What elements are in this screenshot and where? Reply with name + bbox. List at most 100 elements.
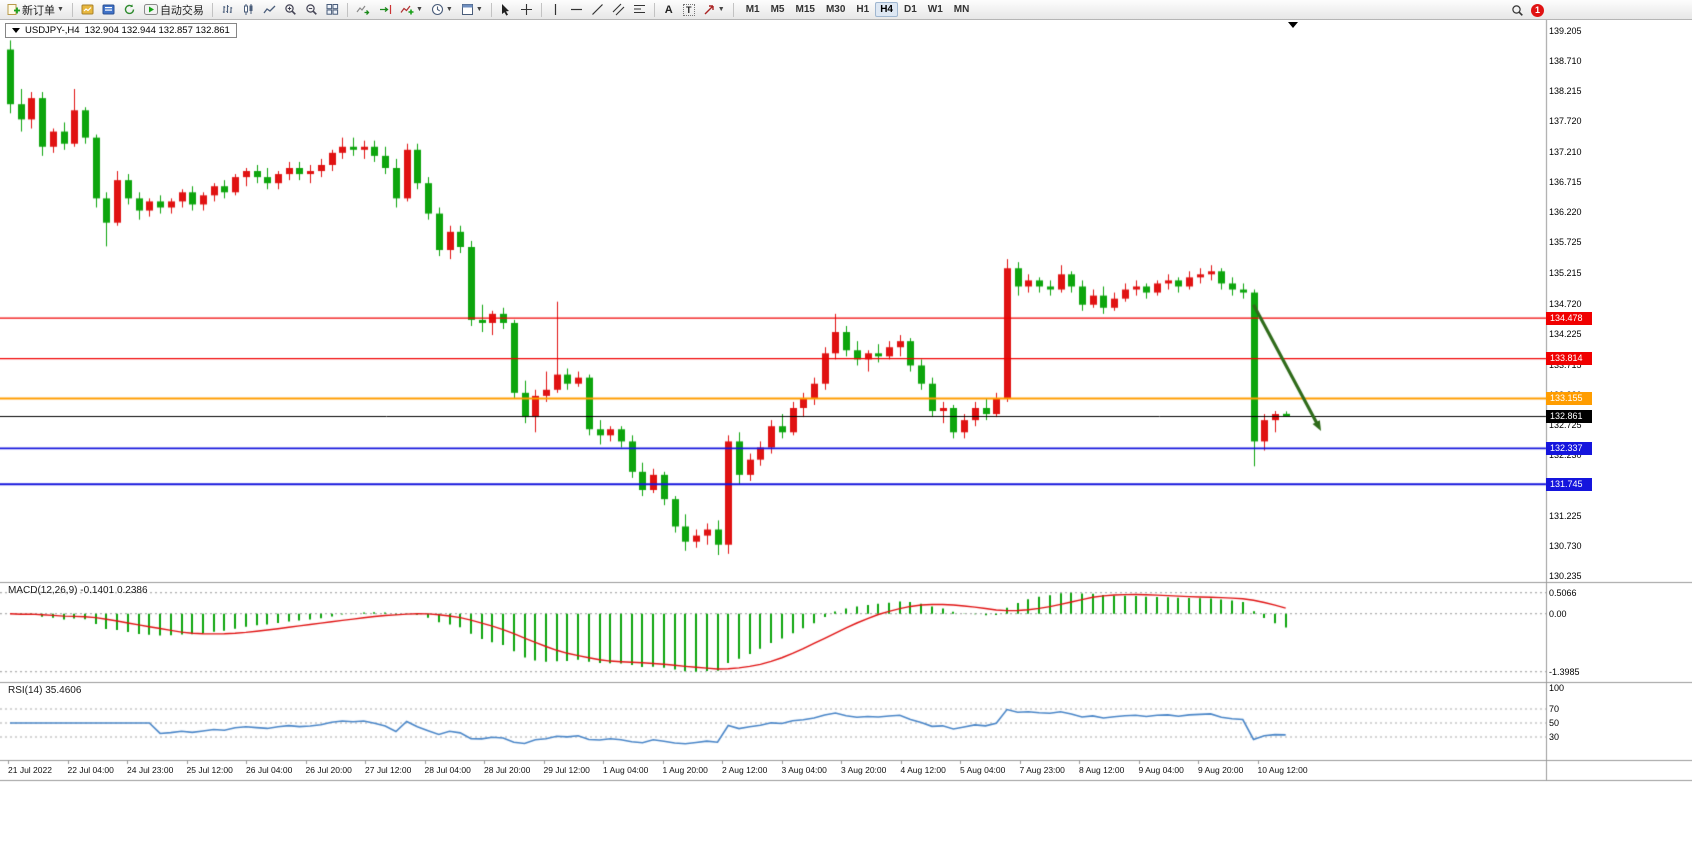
time-axis-label: 2 Aug 12:00 [722,765,768,775]
timeframe-button-h4[interactable]: H4 [875,2,898,17]
chart-title-box[interactable]: USDJPY-,H4 132.904 132.944 132.857 132.8… [5,23,237,38]
price-axis-label: 135.215 [1549,268,1582,279]
time-axis-label: 4 Aug 12:00 [900,765,946,775]
horizontal-line-button[interactable] [567,1,586,19]
price-axis-label: 132.725 [1549,419,1582,430]
search-icon [1511,4,1524,17]
arrows-button[interactable]: ▼ [700,1,728,19]
timeframe-button-m5[interactable]: M5 [770,4,785,15]
time-axis-label: 1 Aug 04:00 [603,765,649,775]
price-line-label: 132.337 [1546,441,1592,455]
auto-trading-button[interactable]: 自动交易 [141,1,207,19]
rsi-axis-label: 70 [1549,704,1560,714]
search-button[interactable] [1508,1,1527,19]
zoom-out-button[interactable] [302,1,321,19]
line-chart-icon [263,3,276,16]
time-axis-label: 26 Jul 04:00 [246,765,293,775]
time-axis-label: 22 Jul 04:00 [67,765,114,775]
macd-indicator-label: MACD(12,26,9) -0.1401 0.2386 [8,585,148,596]
rsi-axis-label: 50 [1549,718,1560,728]
notification-badge[interactable]: 1 [1531,3,1544,17]
trendline-icon [591,3,604,16]
new-chart-button[interactable] [78,1,97,19]
toolbar-separator [211,2,213,17]
caret-down-icon: ▼ [445,6,453,13]
candlestick-chart-button[interactable] [239,1,258,19]
caret-down-icon: ▼ [57,6,64,13]
price-axis-label: 138.215 [1549,86,1582,97]
chart-shift-icon [378,3,392,16]
tile-windows-button[interactable] [323,1,342,19]
auto-scroll-button[interactable] [353,1,373,19]
price-axis-label: 136.220 [1549,207,1582,218]
timeframe-button-m15[interactable]: M15 [795,4,815,15]
price-axis-label: 134.225 [1549,328,1582,339]
price-axis-label: 135.725 [1549,237,1582,248]
bar-chart-icon [221,3,234,16]
channel-button[interactable] [609,1,628,19]
price-axis-label: 130.730 [1549,540,1582,551]
cursor-button[interactable] [497,1,515,19]
fibonacci-icon [633,3,646,16]
refresh-button[interactable] [120,1,139,19]
rsi-indicator-label: RSI(14) 35.4606 [8,685,81,696]
vertical-line-button[interactable] [547,1,565,19]
indicators-button[interactable]: ▼ [397,1,426,19]
price-axis-label: 137.210 [1549,147,1582,158]
timeframe-button-d1[interactable]: D1 [904,4,917,15]
fibonacci-button[interactable] [630,1,649,19]
toolbar-right-group: 1 [1508,0,1544,20]
macd-values: -0.1401 0.2386 [80,585,148,596]
current-price-label: 132.861 [1546,409,1592,423]
toolbar-separator [653,2,655,17]
crosshair-button[interactable] [517,1,536,19]
time-axis-label: 10 Aug 12:00 [1257,765,1308,775]
arrow-tool-icon [703,3,716,16]
new-order-icon [7,3,20,16]
new-order-button[interactable]: 新订单 ▼ [4,1,67,19]
price-axis-label: 139.205 [1549,26,1582,36]
time-axis-label: 5 Aug 04:00 [960,765,1006,775]
caret-down-icon: ▼ [415,6,423,13]
price-chart-canvas[interactable] [0,20,1692,844]
refresh-icon [123,3,136,16]
toolbar-separator [490,2,492,17]
text-button[interactable]: A [660,1,678,19]
one-click-collapse-icon [12,28,20,33]
timeframe-button-mn[interactable]: MN [953,4,970,15]
new-order-label: 新订单 [22,4,55,17]
horizontal-line-icon [570,5,583,14]
market-watch-button[interactable] [99,1,118,19]
periods-button[interactable]: ▼ [428,1,456,19]
zoom-out-icon [305,3,318,16]
channel-icon [612,3,625,16]
time-axis-label: 1 Aug 20:00 [662,765,708,775]
timeframe-button-h1[interactable]: H1 [856,4,870,15]
vertical-line-icon [551,3,560,16]
trendline-button[interactable] [588,1,607,19]
timeframe-button-m30[interactable]: M30 [825,4,846,15]
template-icon [461,3,474,16]
price-axis-label: 134.720 [1549,298,1582,309]
chart-shift-button[interactable] [375,1,395,19]
zoom-in-button[interactable] [281,1,300,19]
toolbar-separator [346,2,348,17]
price-line-label: 133.814 [1546,352,1592,366]
time-axis-label: 9 Aug 20:00 [1198,765,1244,775]
time-axis-label: 21 Jul 2022 [8,765,52,775]
rsi-axis-label: 30 [1549,732,1560,742]
timeframe-button-m1[interactable]: M1 [745,4,760,15]
price-line-label: 133.155 [1546,392,1592,406]
timeframe-button-w1[interactable]: W1 [927,4,943,15]
macd-axis-label: 0.00 [1549,608,1567,619]
bar-chart-button[interactable] [218,1,237,19]
price-axis-label: 136.715 [1549,177,1582,188]
templates-button[interactable]: ▼ [458,1,486,19]
line-chart-button[interactable] [260,1,279,19]
chart-shift-marker[interactable] [1288,22,1298,28]
rsi-axis-label: 100 [1549,683,1565,693]
crosshair-icon [520,3,533,16]
clock-icon [431,3,444,16]
text-label-button[interactable]: T [680,1,698,19]
